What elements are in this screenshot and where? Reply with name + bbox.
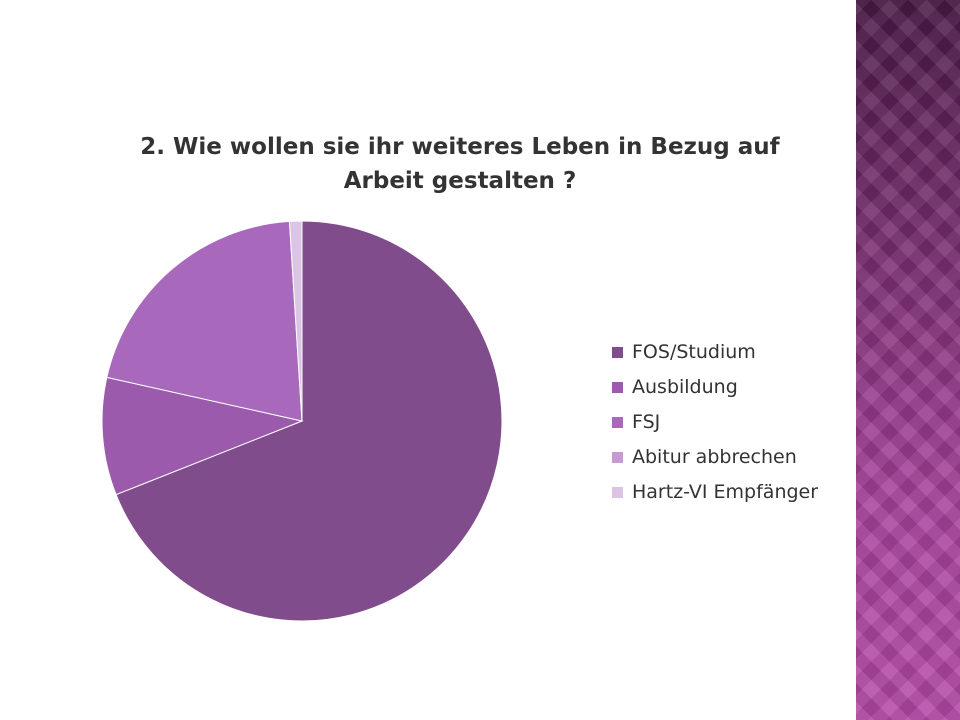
legend-swatch (612, 382, 623, 393)
chart-legend: FOS/Studium Ausbildung FSJ Abitur abbrechen… (612, 335, 818, 510)
chart-title: 2. Wie wollen sie ihr weiteres Leben in … (60, 130, 860, 198)
decorative-side-band (856, 0, 960, 720)
legend-label: FOS/Studium (632, 341, 756, 363)
legend-swatch (612, 452, 623, 463)
legend-item-fsj: FSJ (612, 405, 818, 440)
pie-slice-ausbildung (101, 376, 304, 496)
chart-title-line-1: 2. Wie wollen sie ihr weiteres Leben in … (140, 134, 780, 160)
legend-swatch (612, 347, 623, 358)
legend-swatch (612, 417, 623, 428)
legend-item-abitur-abbrechen: Abitur abbrechen (612, 440, 818, 475)
legend-item-fos-studium: FOS/Studium (612, 335, 818, 370)
legend-item-hartz-vi-empf-nger: Hartz-VI Empfänger (612, 475, 818, 510)
legend-label: Ausbildung (632, 376, 738, 398)
legend-label: FSJ (632, 411, 661, 433)
legend-item-ausbildung: Ausbildung (612, 370, 818, 405)
pie-slice-hartz-vi-empf-nger (288, 220, 303, 422)
pie-slice-fos-studium (115, 220, 503, 622)
legend-swatch (612, 487, 623, 498)
legend-label: Hartz-VI Empfänger (632, 481, 819, 503)
legend-label: Abitur abbrechen (632, 446, 797, 468)
pie-slice-fsj (106, 220, 303, 422)
pie-chart (101, 220, 503, 622)
chart-title-line-2: Arbeit gestalten ? (343, 168, 577, 194)
